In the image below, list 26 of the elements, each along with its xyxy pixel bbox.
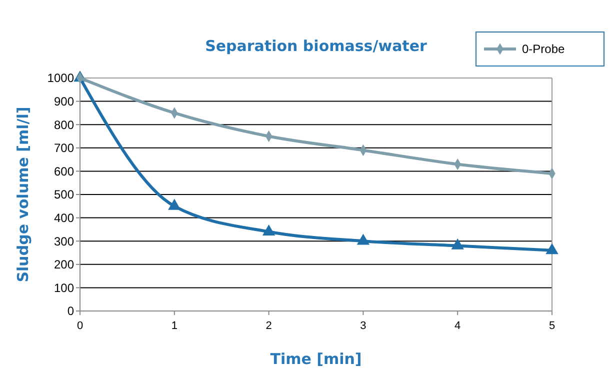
y-tick-label: 300 xyxy=(54,234,74,248)
point xyxy=(451,238,464,250)
x-tick-label: 5 xyxy=(548,320,556,332)
x-tick-label: 3 xyxy=(360,320,366,332)
y-tick-label: 100 xyxy=(54,280,74,295)
legend-label: 0-Probe xyxy=(522,42,566,56)
point xyxy=(356,234,370,245)
y-tick-label: 400 xyxy=(54,211,74,225)
x-tick-label: 2 xyxy=(266,320,272,332)
y-tick-label: 200 xyxy=(54,258,74,272)
point xyxy=(546,243,558,254)
y-tick-label: 800 xyxy=(54,118,74,132)
y-tick-label: 1000 xyxy=(47,71,74,86)
y-axis-title: Sludge volume [ml/l] xyxy=(14,106,32,282)
y-tick-label: 0 xyxy=(67,304,74,318)
chart-title: Separation biomass/water xyxy=(205,37,428,55)
x-tick-label: 4 xyxy=(454,320,461,332)
y-tick-label: 700 xyxy=(54,141,74,156)
x-tick-label: 0 xyxy=(76,320,84,332)
x-axis-title: Time [min] xyxy=(270,350,362,368)
y-tick-label: 500 xyxy=(54,188,74,202)
point xyxy=(262,224,276,236)
y-tick-label: 900 xyxy=(54,94,74,108)
y-tick-label: 600 xyxy=(54,164,74,178)
x-tick-label: 1 xyxy=(171,320,178,332)
point xyxy=(168,198,181,210)
